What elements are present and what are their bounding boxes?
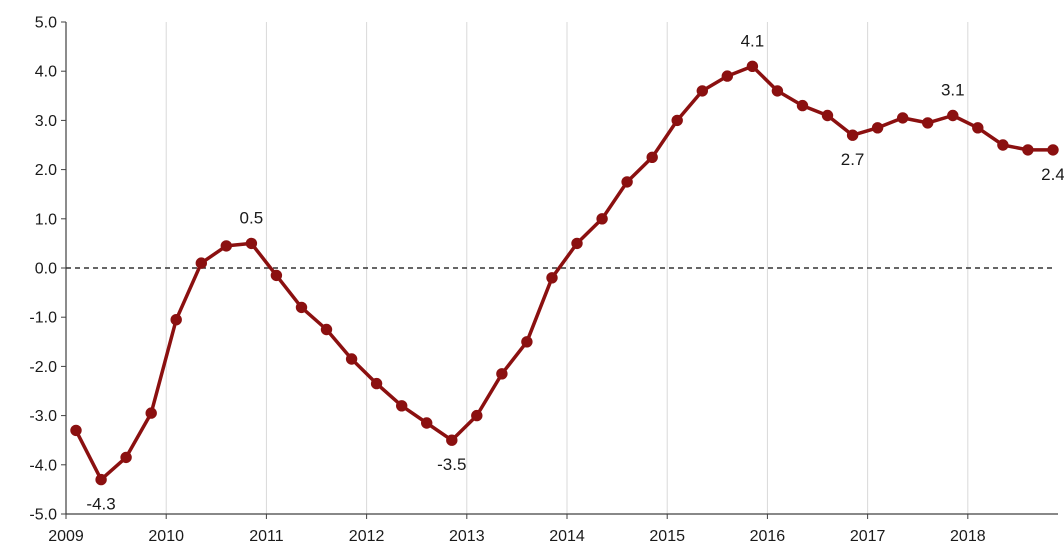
series [70,60,1059,486]
data-point [596,213,608,225]
y-tick-label: -3.0 [29,408,57,425]
data-point [972,122,984,134]
data-point [70,424,82,437]
data-point [195,257,208,269]
data-point [421,417,433,429]
data-point [370,377,383,390]
data-point [120,451,132,464]
data-point [821,109,834,122]
x-tick-label: 2012 [349,528,385,545]
data-point [1047,144,1059,156]
x-tick-label: 2010 [148,528,184,545]
data-point [270,269,283,282]
data-point [345,353,358,365]
data-point [295,301,308,314]
data-point [846,129,859,141]
x-tick-label: 2016 [750,528,786,545]
data-point [170,314,182,326]
data-point [396,400,408,412]
data-labels: -4.3 0.5 -3.5 4.1 2.7 3.1 2.4 [86,31,1064,513]
data-label: 2.4 [1041,165,1064,184]
data-point [922,117,934,129]
data-point [897,112,909,124]
y-tick-label: -2.0 [29,359,57,376]
y-tick-label: 3.0 [35,113,57,130]
data-point [496,368,508,380]
data-point [320,323,333,336]
axes: 5.0 4.0 3.0 2.0 1.0 0.0 -1.0 -2.0 -3.0 -4.0 -5.0 20… [29,15,1058,545]
y-tick-label: -1.0 [29,310,57,327]
data-point [746,60,759,73]
x-tick-label: 2017 [850,528,886,545]
data-point [721,70,733,82]
data-point [947,109,959,122]
y-tick-label: 2.0 [35,162,57,179]
x-tick-label: 2014 [549,528,585,545]
data-label: -4.3 [86,495,115,514]
y-tick-label: -5.0 [29,507,57,524]
data-point [871,122,884,134]
y-tick-label: 5.0 [35,15,57,32]
data-point [1022,144,1034,156]
data-label: 3.1 [941,80,965,99]
data-label: 2.7 [841,150,865,169]
data-point [220,240,233,252]
x-tick-label: 2015 [649,528,685,545]
y-tick-label: -4.0 [29,457,57,474]
data-point [796,99,809,112]
data-point [245,237,258,250]
data-point [771,85,784,97]
y-tick-label: 1.0 [35,211,57,228]
data-point [646,151,658,164]
y-tick-label: 0.0 [35,261,57,278]
data-point [446,434,458,446]
data-point [546,272,558,284]
x-tick-label: 2013 [449,528,485,545]
x-tick-label: 2009 [48,528,84,545]
data-point [145,407,157,419]
data-label: 4.1 [741,31,765,50]
data-point [621,176,633,188]
data-point [696,85,708,97]
data-point [997,139,1009,151]
x-tick-label: 2018 [950,528,986,545]
data-label: 0.5 [240,208,264,227]
data-point [671,114,683,127]
data-point [471,409,483,422]
y-tick-label: 4.0 [35,64,57,81]
data-label: -3.5 [437,455,466,474]
series-line [74,64,1055,482]
data-point [95,473,107,486]
data-point [571,237,583,250]
x-tick-label: 2011 [249,528,284,545]
data-point [521,336,533,348]
